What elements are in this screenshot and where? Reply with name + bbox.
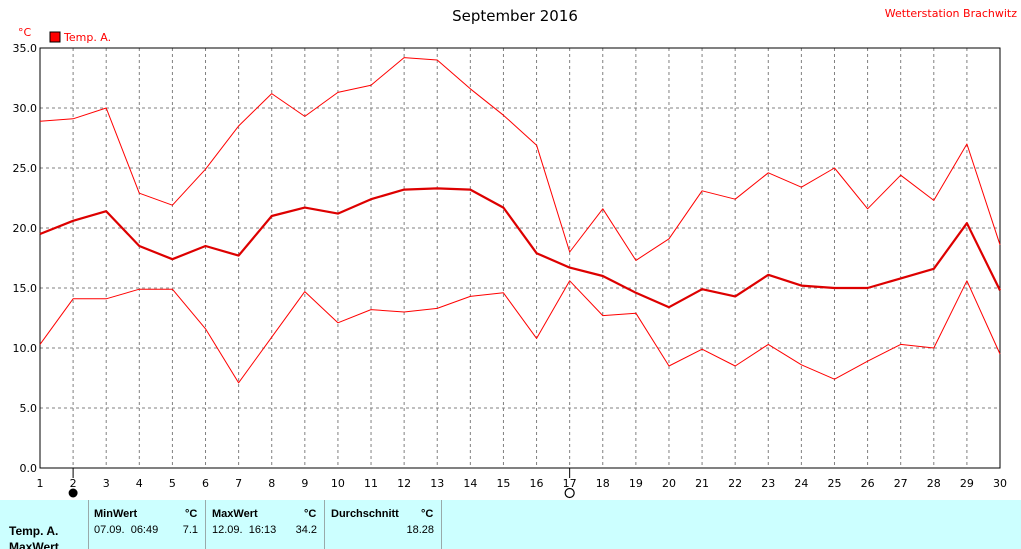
x-tick-label: 28: [927, 477, 941, 490]
max-header: MaxWert: [212, 508, 258, 520]
avg-unit: °C: [421, 508, 434, 520]
station-name: Wetterstation Brachwitz: [885, 7, 1017, 20]
x-tick-label: 7: [235, 477, 242, 490]
row-label-maxwert: MaxWert: [9, 540, 59, 549]
statistics-panel: Temp. A. MaxWert MinWert °C 07.09. 06:49…: [0, 500, 1021, 549]
full-moon-icon: [564, 487, 575, 499]
y-axis-unit: °C: [18, 26, 32, 39]
x-tick-label: 6: [202, 477, 209, 490]
x-tick-label: 30: [993, 477, 1007, 490]
x-tick-label: 4: [136, 477, 143, 490]
y-tick-label: 0.0: [20, 462, 38, 475]
y-tick-label: 5.0: [20, 402, 38, 415]
column-divider: [324, 500, 325, 549]
column-divider: [88, 500, 89, 549]
chart-title: September 2016: [452, 7, 578, 25]
x-tick-label: 25: [827, 477, 841, 490]
x-tick-label: 23: [761, 477, 775, 490]
x-tick-label: 3: [103, 477, 110, 490]
x-tick-label: 5: [169, 477, 176, 490]
x-tick-label: 27: [894, 477, 908, 490]
y-tick-label: 30.0: [13, 102, 38, 115]
min-header: MinWert: [94, 508, 138, 520]
row-label-temp: Temp. A.: [9, 524, 59, 538]
x-tick-label: 9: [301, 477, 308, 490]
y-tick-label: 25.0: [13, 162, 38, 175]
y-tick-label: 20.0: [13, 222, 38, 235]
x-tick-label: 19: [629, 477, 643, 490]
series-line-min: [39, 280, 1001, 384]
min-unit: °C: [185, 508, 198, 520]
series-line-max: [39, 57, 1001, 261]
new-moon-icon: [68, 488, 78, 498]
legend-swatch: [49, 31, 61, 43]
x-tick-label: 18: [596, 477, 610, 490]
x-tick-label: 14: [463, 477, 477, 490]
x-tick-label: 11: [364, 477, 378, 490]
legend-label: Temp. A.: [63, 31, 111, 44]
x-tick-label: 1: [37, 477, 44, 490]
x-tick-label: 26: [861, 477, 875, 490]
temperature-chart: September 2016 Wetterstation Brachwitz °…: [13, 7, 1017, 499]
x-tick-label: 20: [662, 477, 676, 490]
x-tick-label: 17: [563, 477, 577, 490]
max-value: 34.2: [295, 524, 317, 536]
max-date: 12.09. 16:13: [212, 524, 277, 536]
column-divider: [205, 500, 206, 549]
series-line-mean: [39, 187, 1001, 309]
column-divider: [441, 500, 442, 549]
x-tick-label: 21: [695, 477, 709, 490]
avg-header: Durchschnitt: [331, 508, 399, 520]
average-column: Durchschnitt °C 18.28: [325, 500, 441, 549]
avg-value: 18.28: [406, 524, 434, 536]
x-tick-label: 29: [960, 477, 974, 490]
x-tick-label: 15: [496, 477, 510, 490]
min-value-column: MinWert °C 07.09. 06:49 7.1: [89, 500, 205, 549]
x-tick-label: 24: [794, 477, 808, 490]
plot-frame: [39, 47, 1001, 469]
x-tick-label: 2: [70, 477, 77, 490]
y-tick-label: 35.0: [13, 42, 38, 55]
max-value-column: MaxWert °C 12.09. 16:13 34.2: [206, 500, 324, 549]
min-date: 07.09. 06:49: [94, 524, 159, 536]
x-tick-label: 13: [430, 477, 444, 490]
max-unit: °C: [304, 508, 317, 520]
x-tick-label: 8: [268, 477, 275, 490]
x-tick-label: 12: [397, 477, 411, 490]
x-tick-label: 22: [728, 477, 742, 490]
x-tick-label: 16: [530, 477, 544, 490]
y-tick-label: 10.0: [13, 342, 38, 355]
legend: Temp. A.: [49, 31, 111, 44]
min-value: 7.1: [182, 524, 198, 536]
x-tick-label: 10: [331, 477, 345, 490]
y-tick-label: 15.0: [13, 282, 38, 295]
